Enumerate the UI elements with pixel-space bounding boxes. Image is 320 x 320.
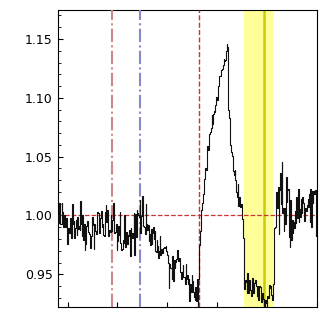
Bar [244, 10, 272, 307]
